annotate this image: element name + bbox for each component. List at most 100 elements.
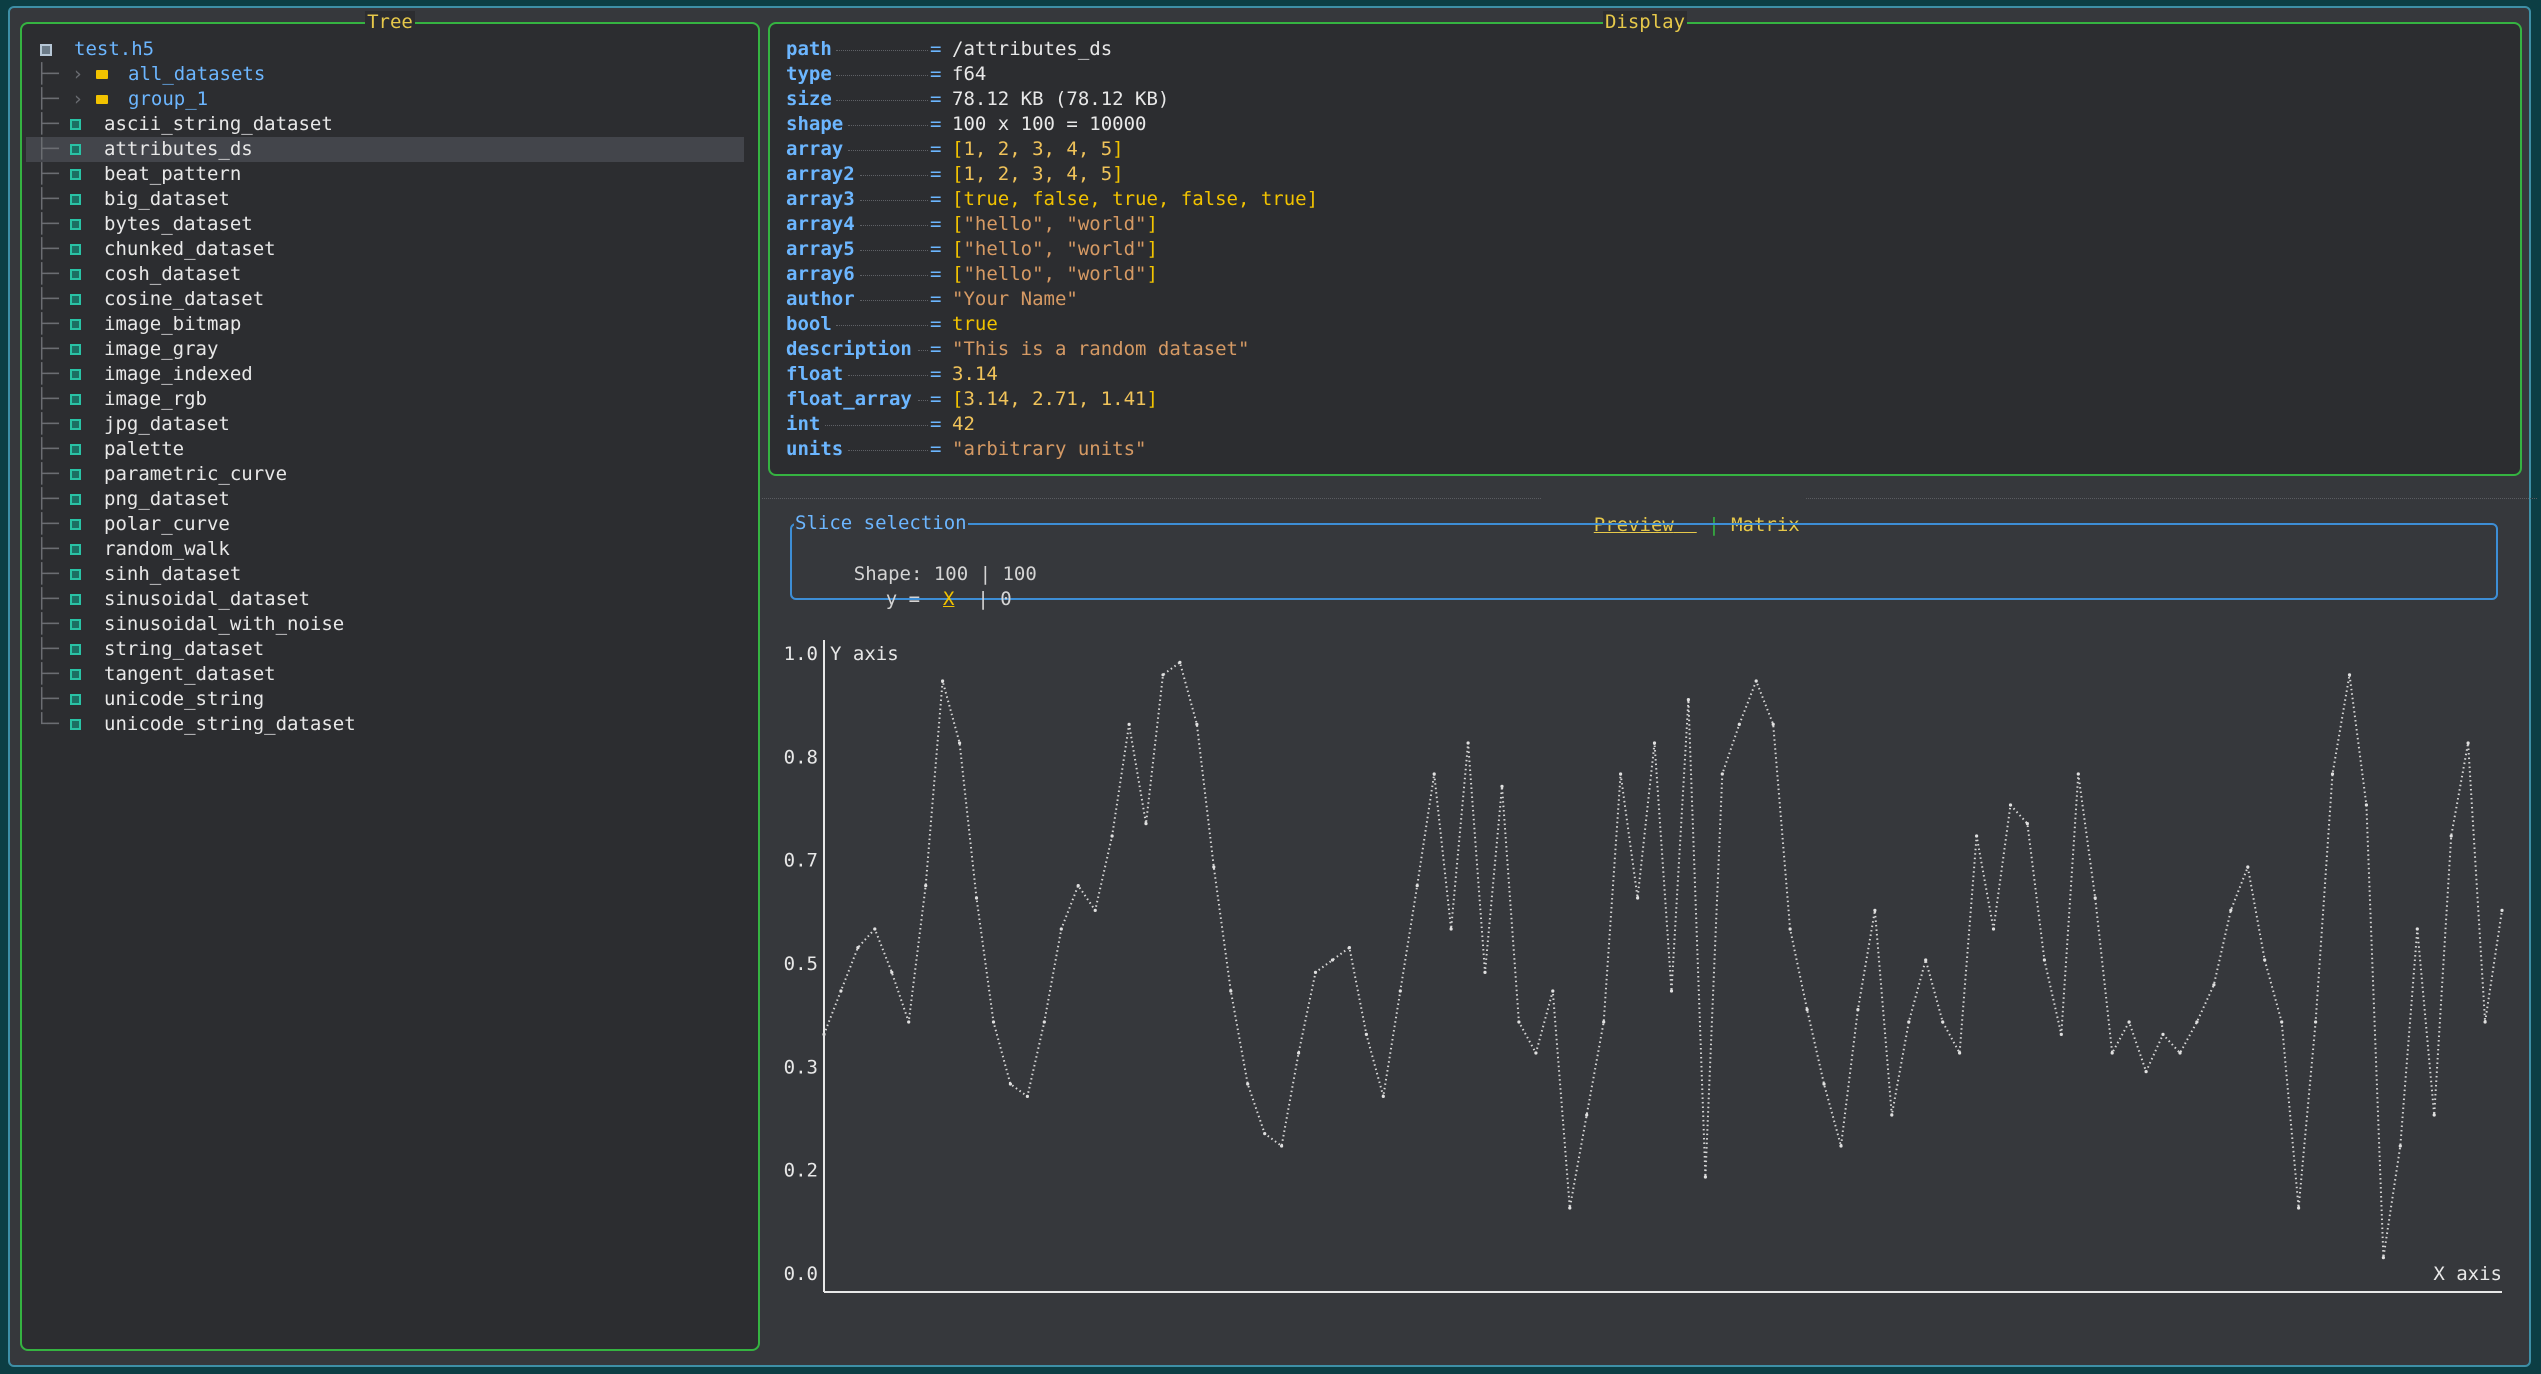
data-point	[2178, 1051, 2182, 1055]
y-tick-label: 0.8	[784, 746, 818, 768]
tree-item[interactable]: ├─ palette	[26, 437, 744, 462]
data-point	[2500, 908, 2504, 912]
tree-item[interactable]: ├─ string_dataset	[26, 637, 744, 662]
data-point	[1822, 1082, 1826, 1086]
y-axis-selector[interactable]: X	[942, 588, 955, 610]
tree-item[interactable]: ├─ unicode_string	[26, 687, 744, 712]
tree-item[interactable]: ├─ sinusoidal_with_noise	[26, 612, 744, 637]
attr-equals: =	[930, 63, 942, 85]
dataset-icon	[70, 719, 81, 730]
attr-key: array4	[786, 213, 855, 235]
tree-group[interactable]: ├─ › all_datasets	[26, 62, 744, 87]
data-point	[1449, 927, 1453, 931]
tree-item-label: sinusoidal_dataset	[104, 588, 310, 610]
tree-item[interactable]: ├─ sinh_dataset	[26, 562, 744, 587]
attr-equals: =	[930, 313, 942, 335]
dataset-icon	[70, 219, 81, 230]
attr-row: author = "Your Name"	[786, 287, 2486, 312]
data-point	[1280, 1144, 1284, 1148]
tree-item[interactable]: └─ unicode_string_dataset	[26, 712, 744, 737]
attr-key: array6	[786, 263, 855, 285]
attr-key: shape	[786, 113, 844, 135]
tree-item[interactable]: ├─ image_gray	[26, 337, 744, 362]
tab-preview[interactable]: Preview	[1593, 514, 1674, 536]
data-point	[1178, 660, 1182, 664]
data-point	[2042, 958, 2046, 962]
tree-item[interactable]: ├─ parametric_curve	[26, 462, 744, 487]
tree-item[interactable]: ├─ tangent_dataset	[26, 662, 744, 687]
attr-leader	[848, 150, 928, 152]
tree-item[interactable]: ├─ image_rgb	[26, 387, 744, 412]
dataset-icon	[70, 319, 81, 330]
tree-item[interactable]: ├─ polar_curve	[26, 512, 744, 537]
tree-item[interactable]: ├─ jpg_dataset	[26, 412, 744, 437]
tree-item[interactable]: ├─ beat_pattern	[26, 162, 744, 187]
tree-root[interactable]: test.h5	[26, 37, 744, 62]
attr-value: ["hello", "world"]	[952, 213, 1158, 235]
chevron-right-icon[interactable]: ›	[72, 63, 84, 85]
attr-row: array6 = ["hello", "world"]	[786, 262, 2486, 287]
data-point	[2330, 772, 2335, 776]
data-point	[1991, 927, 1996, 931]
attr-equals: =	[930, 263, 942, 285]
data-point	[1330, 958, 1335, 962]
attr-equals: =	[930, 163, 942, 185]
slice-selection-title: Slice selection	[794, 511, 968, 535]
attr-key: float_array	[786, 388, 912, 410]
attr-row: shape = 100 x 100 = 10000	[786, 112, 2486, 137]
tree-item-label: big_dataset	[104, 188, 230, 210]
attr-leader	[848, 125, 928, 127]
data-point	[1415, 884, 1419, 888]
attr-key: type	[786, 63, 832, 85]
dataset-icon	[70, 119, 81, 130]
data-point	[2246, 865, 2250, 869]
tree-item-label: ascii_string_dataset	[104, 113, 333, 135]
data-point	[873, 927, 877, 931]
data-point	[1686, 698, 1690, 702]
chevron-right-icon[interactable]: ›	[72, 88, 84, 110]
tree-item-label: bytes_dataset	[104, 213, 253, 235]
tree-item[interactable]: ├─ attributes_ds	[26, 137, 744, 162]
data-point	[974, 896, 979, 900]
data-point	[1466, 741, 1470, 745]
tree-group[interactable]: ├─ › group_1	[26, 87, 744, 112]
tree-item[interactable]: ├─ random_walk	[26, 537, 744, 562]
tree-item[interactable]: ├─ png_dataset	[26, 487, 744, 512]
tree-item[interactable]: ├─ bytes_dataset	[26, 212, 744, 237]
tree-item[interactable]: ├─ cosh_dataset	[26, 262, 744, 287]
attr-row: units = "arbitrary units"	[786, 437, 2486, 462]
data-point	[1805, 1008, 1809, 1012]
attr-leader	[859, 200, 928, 202]
attr-row: array4 = ["hello", "world"]	[786, 212, 2486, 237]
tree-item[interactable]: ├─ image_bitmap	[26, 312, 744, 337]
tree-item[interactable]: ├─ chunked_dataset	[26, 237, 744, 262]
data-point	[1839, 1144, 1843, 1148]
attr-value: [true, false, true, false, true]	[952, 188, 1319, 210]
tree-guide: ├─	[36, 638, 59, 660]
tree-item-label: random_walk	[104, 538, 230, 560]
tree-item-label: jpg_dataset	[104, 413, 230, 435]
data-point	[1703, 1175, 1707, 1179]
data-point	[2398, 1144, 2402, 1148]
data-point	[1042, 1020, 1046, 1024]
tree-guide: ├─	[36, 213, 59, 235]
data-point	[1313, 970, 1318, 974]
tree-root-label: test.h5	[74, 38, 155, 60]
attr-key: int	[786, 413, 821, 435]
attr-equals: =	[930, 238, 942, 260]
data-point	[2008, 803, 2013, 807]
attr-row: float_array = [3.14, 2.71, 1.41]	[786, 387, 2486, 412]
tree-item[interactable]: ├─ cosine_dataset	[26, 287, 744, 312]
data-point	[2483, 1020, 2487, 1024]
attr-key: author	[786, 288, 855, 310]
tree-item[interactable]: ├─ image_indexed	[26, 362, 744, 387]
tree-item[interactable]: ├─ sinusoidal_dataset	[26, 587, 744, 612]
tree-item[interactable]: ├─ ascii_string_dataset	[26, 112, 744, 137]
tree-guide: ├─	[36, 113, 59, 135]
tree-item[interactable]: ├─ big_dataset	[26, 187, 744, 212]
tab-matrix[interactable]: Matrix	[1731, 514, 1800, 536]
dataset-icon	[70, 344, 81, 355]
y-index: | 0	[977, 588, 1012, 610]
data-point	[1195, 722, 1199, 726]
attr-leader	[836, 100, 928, 102]
